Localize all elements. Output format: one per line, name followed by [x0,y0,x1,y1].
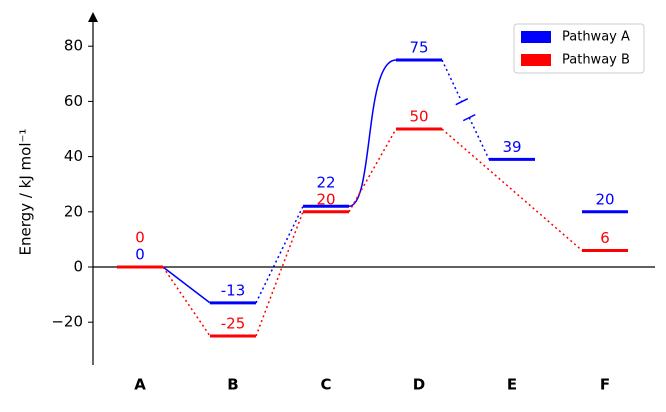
value-label: -25 [221,315,246,333]
value-label: 0 [135,229,145,247]
connector [348,59,397,208]
connector [441,128,583,252]
y-tick-label: 0 [73,258,83,276]
axis-break [455,98,476,122]
y-tick-label: 60 [64,92,83,110]
connector [441,59,490,160]
x-tick-label: A [134,376,146,394]
value-label: 39 [502,138,521,156]
x-tick-label: E [507,376,517,394]
value-label: 0 [135,246,145,264]
value-label: 6 [600,229,610,247]
legend-label: Pathway B [562,53,630,68]
connector [162,266,211,337]
y-tick-label: 20 [64,202,83,220]
connector [255,205,304,304]
y-axis-arrow [88,12,98,22]
x-tick-label: C [320,376,331,394]
legend-label: Pathway A [562,30,630,45]
value-label: 22 [316,173,335,191]
legend: Pathway A Pathway B [513,23,645,74]
value-label: 75 [409,39,428,57]
y-axis-label: Energy / kJ mol⁻¹ [17,129,35,256]
y-tick-label: 40 [64,147,83,165]
connector [348,128,397,213]
x-tick-label: F [600,376,610,394]
x-tick-label: D [413,376,425,394]
legend-swatch [521,54,551,66]
value-label: -13 [221,281,246,299]
y-tick-label: −20 [51,313,83,331]
value-label: 20 [316,190,335,208]
connector [255,211,304,337]
x-tick-label: B [227,376,238,394]
value-label: 50 [409,108,428,126]
y-tick-label: 80 [64,37,83,55]
connector [162,266,211,304]
value-label: 20 [595,190,614,208]
legend-swatch [521,31,551,43]
